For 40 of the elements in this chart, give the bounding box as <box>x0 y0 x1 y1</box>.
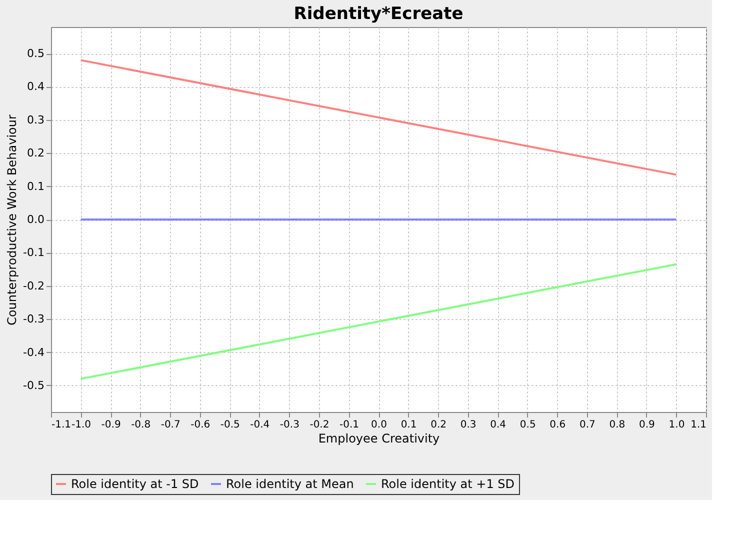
x-tick-label: 0.0 <box>371 420 387 430</box>
x-tick-label: 0.4 <box>490 420 506 430</box>
y-tick-label: 0.0 <box>27 213 44 226</box>
x-tick-label: 1.0 <box>668 420 685 430</box>
x-tick-label: -0.8 <box>131 420 151 430</box>
x-tick-label: -0.9 <box>101 420 121 430</box>
x-tick-label: -0.3 <box>280 420 300 430</box>
x-tick-label: -0.4 <box>250 420 270 430</box>
x-tick-label: 1.1 <box>690 420 706 430</box>
x-tick-label: 0.2 <box>430 420 446 430</box>
chart-title: Ridentity*Ecreate <box>294 4 464 24</box>
x-tick-label: 0.8 <box>609 420 626 430</box>
x-tick-label: -0.1 <box>339 420 359 430</box>
x-tick-label: 0.7 <box>579 420 596 430</box>
y-tick-label: -0.3 <box>23 312 44 326</box>
x-tick-label: -0.7 <box>160 420 180 430</box>
y-tick-label: -0.5 <box>23 378 44 392</box>
y-tick-label: -0.2 <box>23 279 44 292</box>
y-tick-label: -0.1 <box>23 246 44 260</box>
y-axis-title: Counterproductive Work Behaviour <box>5 114 20 326</box>
y-tick-label: 0.3 <box>27 113 44 126</box>
x-tick-label: -1.1 <box>52 420 72 430</box>
x-tick-label: -0.2 <box>310 420 330 430</box>
y-tick-label: 0.2 <box>27 146 44 160</box>
x-tick-label: -1.0 <box>72 420 92 430</box>
y-tick-label: 0.5 <box>27 47 44 60</box>
y-tick-label: 0.1 <box>27 180 44 193</box>
x-tick-label: 0.9 <box>639 420 655 430</box>
x-tick-label: -0.5 <box>220 420 240 430</box>
x-tick-label: 0.3 <box>460 420 476 430</box>
x-tick-label: 0.1 <box>400 420 417 430</box>
legend-label: Role identity at Mean <box>226 477 354 491</box>
legend-label: Role identity at -1 SD <box>71 477 199 491</box>
x-tick-label: -0.6 <box>190 420 210 430</box>
y-tick-label: -0.4 <box>23 346 44 359</box>
x-tick-label: 0.6 <box>550 420 566 430</box>
x-axis-title: Employee Creativity <box>318 432 440 446</box>
y-tick-label: 0.4 <box>27 80 44 94</box>
x-tick-label: 0.5 <box>520 420 536 430</box>
legend-label: Role identity at +1 SD <box>381 477 515 491</box>
